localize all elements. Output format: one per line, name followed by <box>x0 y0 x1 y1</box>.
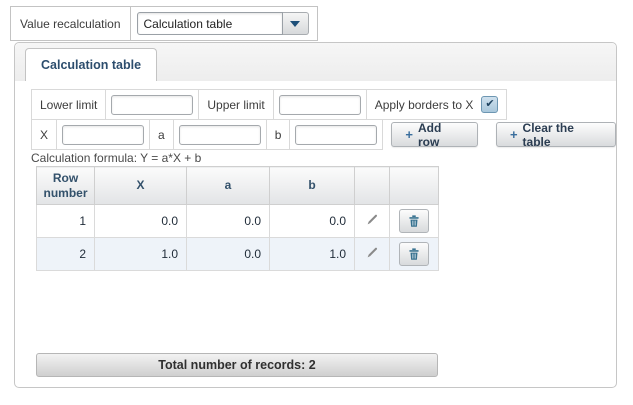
cell-x: 0.0 <box>94 204 187 238</box>
a-input[interactable] <box>178 124 261 145</box>
add-row-button[interactable]: + Add row <box>391 121 478 149</box>
edit-pencil-icon[interactable] <box>366 246 379 259</box>
table-header-row: Row number X a b <box>36 166 439 205</box>
x-label: X <box>32 120 58 149</box>
col-header-b[interactable]: b <box>269 166 355 205</box>
a-label: a <box>150 120 174 149</box>
coefficients-row: X a b + Add row + Clear the table <box>31 119 616 150</box>
combo-dropdown-button[interactable] <box>282 12 309 35</box>
cell-row-number: 2 <box>36 237 95 271</box>
recalculation-combo-input[interactable] <box>136 12 283 35</box>
lower-limit-label: Lower limit <box>32 90 107 119</box>
tab-calculation-table[interactable]: Calculation table <box>25 48 158 81</box>
table-row[interactable]: 2 1.0 0.0 1.0 <box>36 237 439 271</box>
cell-a: 0.0 <box>186 237 270 271</box>
cell-x: 1.0 <box>94 237 187 271</box>
table-body: 1 0.0 0.0 0.0 <box>36 204 439 271</box>
delete-row-button[interactable] <box>399 209 429 233</box>
value-recalculation-field: Value recalculation <box>10 6 318 41</box>
value-recalculation-label: Value recalculation <box>11 7 131 40</box>
calculation-table-panel: Calculation table Lower limit Upper limi… <box>14 42 617 388</box>
total-records-bar: Total number of records: 2 <box>36 353 438 377</box>
b-input[interactable] <box>295 124 378 145</box>
cell-b: 0.0 <box>269 204 355 238</box>
calculation-table: Row number X a b 1 0.0 0.0 0.0 <box>36 166 439 271</box>
plus-icon: + <box>405 127 413 142</box>
edit-pencil-icon[interactable] <box>366 213 379 226</box>
delete-row-button[interactable] <box>399 242 429 266</box>
clear-table-button[interactable]: + Clear the table <box>495 121 616 149</box>
col-header-row-number[interactable]: Row number <box>36 166 95 205</box>
col-header-edit <box>354 166 390 205</box>
recalculation-combo <box>131 7 315 40</box>
tab-label: Calculation table <box>41 58 142 72</box>
b-label: b <box>267 120 291 149</box>
cell-row-number: 1 <box>36 204 95 238</box>
col-header-a[interactable]: a <box>186 166 270 205</box>
total-records-label: Total number of records: 2 <box>158 358 316 372</box>
plus-icon: + <box>509 127 518 142</box>
trash-icon <box>409 248 419 260</box>
x-input[interactable] <box>62 124 145 145</box>
apply-borders-checkbox[interactable]: ✔ <box>481 96 499 113</box>
upper-limit-label: Upper limit <box>199 90 274 119</box>
limits-row: Lower limit Upper limit Apply borders to… <box>31 89 508 120</box>
trash-icon <box>409 215 419 227</box>
col-header-x[interactable]: X <box>94 166 187 205</box>
upper-limit-input[interactable] <box>278 94 361 115</box>
calculation-formula-text: Calculation formula: Y = a*X + b <box>31 151 202 165</box>
check-icon: ✔ <box>485 98 495 110</box>
lower-limit-input[interactable] <box>111 94 194 115</box>
table-row[interactable]: 1 0.0 0.0 0.0 <box>36 204 439 238</box>
cell-b: 1.0 <box>269 237 355 271</box>
apply-borders-label: Apply borders to X <box>374 97 474 112</box>
col-header-delete <box>389 166 439 205</box>
chevron-down-icon <box>290 20 301 27</box>
cell-a: 0.0 <box>186 204 270 238</box>
